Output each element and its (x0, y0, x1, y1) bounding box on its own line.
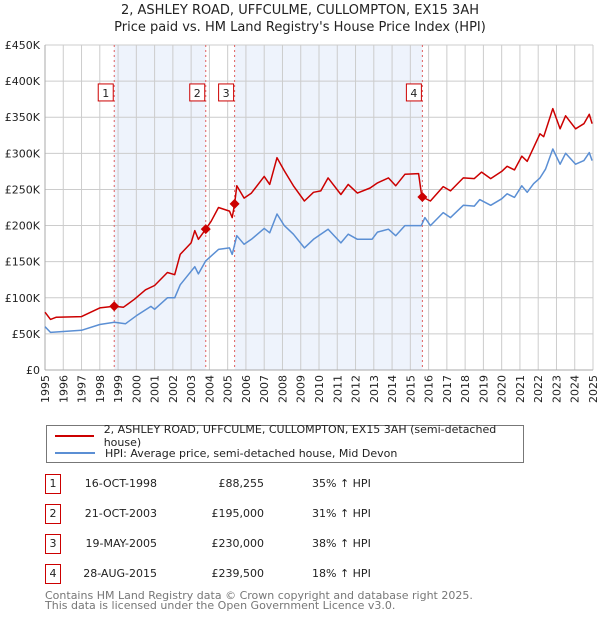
transaction-number-badge: 3 (45, 534, 61, 554)
x-tick-label: 2025 (587, 375, 600, 403)
x-tick-label: 2008 (276, 375, 289, 403)
x-tick-label: 2007 (258, 375, 271, 403)
sale-label: 1 (102, 87, 109, 100)
x-tick-label: 1997 (76, 375, 89, 403)
shaded-period (234, 45, 423, 370)
transaction-date: 16-OCT-1998 (84, 477, 157, 490)
transaction-hpi-diff: 18% ↑ HPI (312, 567, 371, 580)
x-tick-label: 1995 (39, 375, 52, 403)
y-tick-label: £150K (5, 256, 41, 269)
sale-point-marker (200, 224, 211, 235)
y-tick-label: £200K (5, 220, 41, 233)
x-tick-label: 2013 (368, 375, 381, 403)
transaction-price: £195,000 (211, 507, 265, 520)
x-tick-label: 2020 (496, 375, 509, 403)
sale-point-marker (109, 301, 120, 312)
transaction-date: 21-OCT-2003 (84, 507, 157, 520)
x-tick-label: 2015 (404, 375, 417, 403)
x-tick-label: 2001 (149, 375, 162, 403)
y-tick-label: £100K (5, 292, 41, 305)
transaction-hpi-diff: 31% ↑ HPI (312, 507, 371, 520)
sale-point-marker (229, 198, 240, 209)
y-tick-label: £250K (5, 183, 41, 196)
sale-label: 4 (410, 87, 417, 100)
transaction-price: £230,000 (211, 537, 265, 550)
series-line-property (44, 107, 593, 321)
transaction-row: 1 16-OCT-1998 £88,255 35% ↑ HPI (0, 474, 600, 494)
transaction-number-badge: 4 (45, 564, 61, 584)
x-tick-label: 2006 (240, 375, 253, 403)
x-tick-label: 1999 (112, 375, 125, 403)
transaction-row: 4 28-AUG-2015 £239,500 18% ↑ HPI (0, 564, 600, 584)
line-chart: 1995 1996 1997 1998 1999 2000 2001 2002 2003 2004… (5, 39, 600, 403)
chart-legend: 2, ASHLEY ROAD, UFFCULME, CULLOMPTON, EX… (46, 423, 524, 463)
sale-label-box (218, 83, 235, 102)
legend-swatch-red (55, 435, 94, 437)
legend-label: HPI: Average price, semi-detached house,… (105, 446, 398, 460)
transaction-number-badge: 2 (45, 504, 61, 524)
transaction-number-badge: 1 (45, 474, 61, 494)
y-tick-label: £350K (5, 111, 41, 124)
sale-label-box (189, 83, 206, 102)
x-tick-label: 2021 (514, 375, 527, 403)
x-tick-label: 1998 (94, 375, 107, 403)
transaction-date: 28-AUG-2015 (83, 567, 157, 580)
x-tick-label: 2005 (222, 375, 235, 403)
footer-copyright: Contains HM Land Registry data © Crown c… (45, 589, 473, 602)
transaction-price: £88,255 (218, 477, 265, 490)
sale-point-marker (417, 192, 428, 203)
series-line-hpi (44, 148, 593, 334)
legend-item-hpi: HPI: Average price, semi-detached house,… (55, 445, 397, 461)
chart-subtitle: Price paid vs. HM Land Registry's House … (114, 20, 486, 35)
x-tick-label: 2022 (532, 375, 545, 403)
y-tick-label: £300K (5, 147, 41, 160)
sale-label: 2 (194, 87, 201, 100)
footer-licence: This data is licensed under the Open Gov… (45, 599, 396, 612)
transaction-price: £239,500 (211, 567, 265, 580)
sale-label-box (97, 83, 114, 102)
y-tick-label: £400K (5, 75, 41, 88)
x-tick-label: 2003 (185, 375, 198, 403)
transaction-hpi-diff: 38% ↑ HPI (312, 537, 371, 550)
y-tick-label: £450K (5, 39, 41, 52)
x-tick-label: 2024 (569, 375, 582, 403)
x-tick-label: 2011 (331, 375, 344, 403)
legend-item-property: 2, ASHLEY ROAD, UFFCULME, CULLOMPTON, EX… (55, 423, 523, 449)
chart-title: 2, ASHLEY ROAD, UFFCULME, CULLOMPTON, EX… (121, 3, 479, 18)
x-tick-label: 2014 (386, 375, 399, 403)
x-tick-label: 2009 (295, 375, 308, 403)
transaction-row: 3 19-MAY-2005 £230,000 38% ↑ HPI (0, 534, 600, 554)
legend-swatch-blue (55, 452, 95, 454)
x-tick-label: 2002 (167, 375, 180, 403)
x-tick-label: 2012 (350, 375, 363, 403)
x-tick-label: 2023 (550, 375, 563, 403)
x-tick-label: 2019 (477, 375, 490, 403)
x-tick-label: 1996 (57, 375, 70, 403)
transaction-date: 19-MAY-2005 (85, 537, 157, 550)
x-tick-label: 2016 (423, 375, 436, 403)
y-tick-label: £50K (12, 328, 41, 341)
sale-label-box (405, 83, 422, 102)
x-tick-label: 2018 (459, 375, 472, 403)
x-tick-label: 2004 (203, 375, 216, 403)
sale-label: 3 (223, 87, 230, 100)
x-tick-label: 2000 (130, 375, 143, 403)
x-tick-label: 2010 (313, 375, 326, 403)
transaction-row: 2 21-OCT-2003 £195,000 31% ↑ HPI (0, 504, 600, 524)
legend-label: 2, ASHLEY ROAD, UFFCULME, CULLOMPTON, EX… (103, 423, 497, 449)
y-tick-label: £0 (26, 364, 40, 377)
x-tick-label: 2017 (441, 375, 454, 403)
transaction-hpi-diff: 35% ↑ HPI (312, 477, 371, 490)
